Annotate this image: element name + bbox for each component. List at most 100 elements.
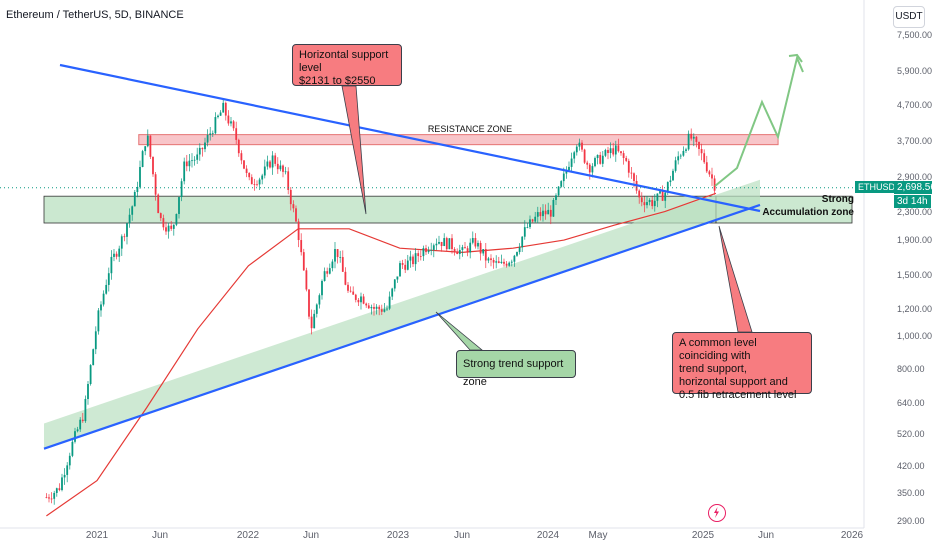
candle-body [679,155,682,157]
candle-body [328,268,331,274]
candle-body [131,206,134,215]
candle-body [347,284,349,291]
candle-body [453,249,456,253]
candle-body [612,148,615,155]
candle-body [326,271,329,274]
candle-body [87,383,89,400]
candle-body [518,247,521,253]
candle-body [622,153,625,158]
candle-body [136,186,139,192]
candle-body [414,253,417,265]
candle-body [162,218,165,228]
candle-body [214,117,217,134]
candle-body [357,299,360,303]
candle-body [380,309,383,312]
candle-body [417,253,420,257]
chart-title: Ethereum / TetherUS, 5D, BINANCE [6,9,184,21]
candle-body [313,313,316,329]
candle-body [318,295,321,305]
candle-body [604,149,607,156]
candle-body [149,135,152,157]
candle-body [360,296,362,303]
candle-body [292,204,295,209]
resistance-zone [138,134,779,146]
candle-body [113,253,115,257]
candle-body [435,243,438,246]
y-tick-label: 1,000.00 [897,331,932,342]
y-tick-label: 3,700.00 [897,135,932,146]
candle-body [682,150,685,156]
candle-body [315,304,318,314]
tradingview-flash-icon[interactable] [708,504,726,522]
x-tick-label: May [588,530,608,541]
candle-body [536,212,539,217]
candle-body [588,164,591,173]
candle-body [230,121,232,124]
candle-body [503,261,505,264]
candle-body [107,273,110,285]
candle-body [263,166,266,176]
candle-body [703,153,706,163]
candle-body [378,306,381,310]
candle-body [245,168,248,173]
candle-body [438,241,440,244]
candle-body [105,284,108,294]
candle-body [300,240,303,253]
candle-body [172,224,175,229]
candle-body [708,171,711,175]
candle-body [451,238,453,250]
candle-body [180,181,183,198]
candle-body [146,135,149,147]
candle-body [211,133,214,135]
candle-body [510,261,513,263]
candle-body [188,160,191,167]
candle-body [266,161,269,167]
y-tick-label: 290.00 [897,516,925,526]
candle-body [183,161,186,182]
candle-body [586,162,589,165]
candle-body [248,172,251,178]
candle-body [334,249,336,262]
ascending-trendline [43,203,761,450]
horizontal-support-callout: Horizontal support level $2131 to $2550 [292,44,402,87]
x-tick-label: 2024 [536,530,560,541]
candle-body [656,193,659,201]
candle-body [471,238,474,243]
candle-body [102,293,105,305]
candle-body [352,291,355,295]
candle-body [711,174,713,179]
candle-body [339,257,342,258]
candle-body [219,112,222,116]
current-price-label: 2,698.56 [894,181,932,194]
candle-body [640,197,643,203]
candle-body [669,180,672,183]
y-tick-label: 1,500.00 [897,270,932,281]
candle-body [614,145,617,155]
candle-body [287,171,290,190]
candle-body [235,128,238,140]
trend-support-pointer [435,311,484,351]
candle-body [341,257,344,272]
candle-body [627,160,630,173]
candle-body [458,249,461,255]
candle-body [583,149,586,163]
candle-body [674,160,677,171]
candle-body [659,191,661,194]
candle-body [386,308,388,310]
candle-body [523,227,526,237]
accumulation-zone-label: Strong Accumulation zone [762,194,854,218]
projection-path [714,54,804,187]
candle-body [354,294,357,300]
candle-body [76,429,79,432]
candle-body [531,219,534,222]
candle-body [609,148,612,154]
x-tick-label: 2025 [691,530,715,541]
x-tick-label: 2022 [236,530,260,541]
y-tick-label: 350.00 [897,487,925,498]
candle-body [170,225,173,229]
currency-button[interactable]: USDT [893,6,925,28]
x-tick-label: Jun [151,530,169,541]
candle-body [68,455,71,466]
candle-body [178,197,180,214]
